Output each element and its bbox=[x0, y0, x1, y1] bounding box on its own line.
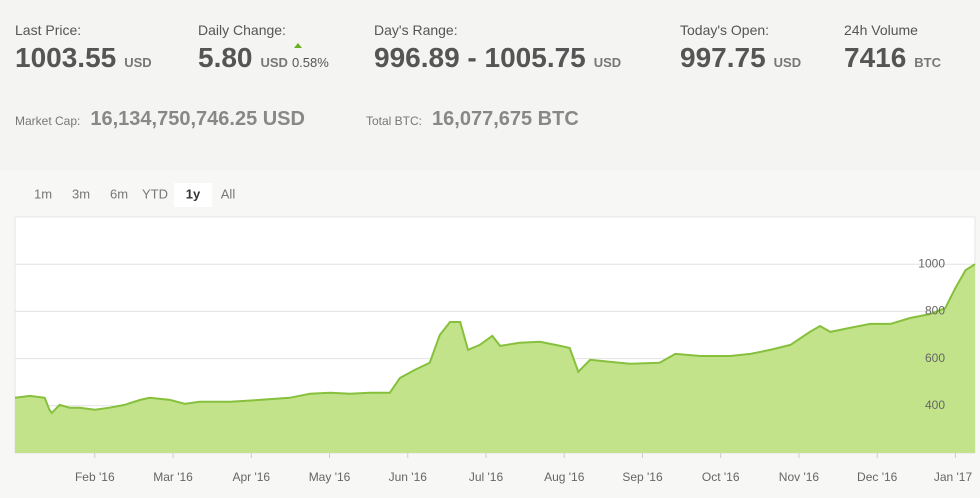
range-button[interactable]: All bbox=[221, 186, 236, 201]
market-cap-label: Market Cap: bbox=[15, 114, 81, 128]
stat-line: 997.75 USD bbox=[680, 42, 801, 74]
x-tick-label: Jul '16 bbox=[469, 470, 504, 484]
market-cap-value: 16,134,750,746.25 USD bbox=[90, 108, 305, 130]
total-btc-label: Total BTC: bbox=[366, 114, 423, 128]
total-btc: Total BTC: 16,077,675 BTC bbox=[366, 108, 579, 131]
stat-line: 5.80 USD 0.58% bbox=[198, 42, 329, 74]
y-tick-label: 600 bbox=[925, 351, 945, 365]
stat-value: 997.75 bbox=[680, 42, 766, 73]
x-tick-label: Nov '16 bbox=[779, 470, 820, 484]
x-tick-label: Dec '16 bbox=[857, 470, 898, 484]
x-tick-label: Mar '16 bbox=[153, 470, 193, 484]
market-cap: Market Cap: 16,134,750,746.25 USD bbox=[15, 108, 305, 131]
change-up-icon bbox=[293, 43, 302, 48]
range-button[interactable]: 1m bbox=[34, 186, 52, 201]
x-tick-label: Jun '16 bbox=[389, 470, 428, 484]
stat: Day's Range: 996.89 - 1005.75 USD bbox=[374, 22, 621, 74]
stat-value: 1003.55 bbox=[15, 42, 117, 73]
stat-label: Day's Range: bbox=[374, 22, 458, 38]
stat-label: Today's Open: bbox=[680, 22, 770, 38]
stat-line: 1003.55 USD bbox=[15, 42, 152, 74]
stat-change: 0.58% bbox=[291, 43, 329, 70]
stat-unit: USD bbox=[124, 55, 152, 70]
stat-label: 24h Volume bbox=[844, 22, 918, 38]
stat-unit: USD bbox=[593, 55, 622, 70]
total-btc-value: 16,077,675 BTC bbox=[432, 108, 579, 130]
change-percent: 0.58% bbox=[291, 55, 329, 70]
y-tick-label: 1000 bbox=[918, 256, 945, 270]
x-tick-label: Sep '16 bbox=[622, 470, 663, 484]
x-tick-label: Feb '16 bbox=[75, 470, 115, 484]
stat-label: Last Price: bbox=[15, 22, 82, 38]
x-tick-label: Apr '16 bbox=[232, 470, 270, 484]
area-line bbox=[14, 263, 976, 415]
stat-unit: BTC bbox=[914, 55, 942, 70]
range-button[interactable]: 3m bbox=[72, 186, 90, 201]
x-tick-label: Oct '16 bbox=[702, 470, 740, 484]
area-fill bbox=[15, 264, 975, 453]
x-tick-label: May '16 bbox=[309, 470, 351, 484]
stat: 24h Volume 7416 BTC bbox=[844, 22, 941, 74]
stat-line: 996.89 - 1005.75 USD bbox=[374, 42, 621, 74]
range-button[interactable]: YTD bbox=[142, 186, 168, 201]
stat-line: 7416 BTC bbox=[844, 42, 941, 74]
x-tick-label: Aug '16 bbox=[544, 470, 585, 484]
stat: Daily Change: 5.80 USD 0.58% bbox=[198, 22, 329, 74]
stat-unit: USD bbox=[260, 55, 288, 70]
stat-value: 996.89 - 1005.75 bbox=[374, 42, 586, 73]
x-tick-label: Jan '17 bbox=[934, 470, 973, 484]
stat: Last Price: 1003.55 USD bbox=[15, 22, 152, 74]
range-button[interactable]: 6m bbox=[110, 186, 128, 201]
stat: Today's Open: 997.75 USD bbox=[680, 22, 801, 74]
y-tick-label: 800 bbox=[925, 304, 945, 318]
range-button-active[interactable] bbox=[174, 183, 212, 207]
stat-label: Daily Change: bbox=[198, 22, 286, 38]
y-tick-label: 400 bbox=[925, 398, 945, 412]
range-button[interactable]: 1y bbox=[186, 186, 201, 201]
stat-value: 5.80 bbox=[198, 42, 253, 73]
stat-unit: USD bbox=[773, 55, 802, 70]
stat-value: 7416 bbox=[844, 42, 907, 73]
